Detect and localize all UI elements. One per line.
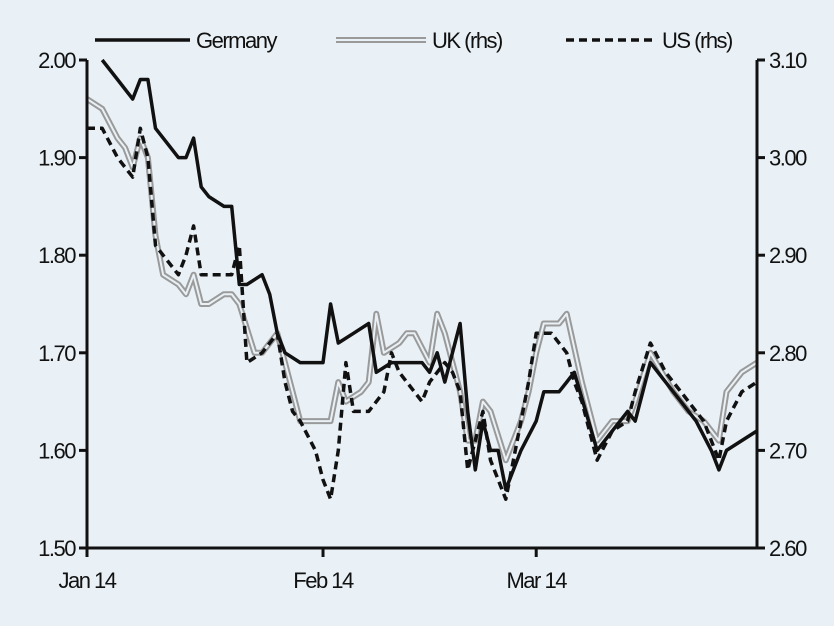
left-y-tick-label: 1.70 (38, 341, 76, 366)
right-y-tick-label: 3.10 (769, 48, 807, 73)
x-tick-label: Feb 14 (293, 568, 354, 593)
series-line-germany (100, 58, 758, 492)
legend-label-us-rhs: US (rhs) (662, 28, 732, 53)
series-line-inner-uk-rhs (86, 98, 758, 462)
x-tick-label: Mar 14 (506, 568, 567, 593)
left-y-tick-label: 1.80 (38, 243, 76, 268)
right-y-tick-label: 2.80 (769, 341, 807, 366)
legend-label-germany: Germany (196, 28, 277, 53)
right-y-tick-label: 3.00 (769, 146, 807, 171)
right-y-tick-label: 2.60 (769, 536, 807, 561)
x-tick-label: Jan 14 (58, 568, 116, 593)
legend: Germany UK (rhs) US (rhs) (95, 28, 734, 53)
series-line-us-rhs (87, 126, 758, 501)
right-y-tick-label: 2.70 (769, 438, 807, 463)
right-y-tick-label: 2.90 (769, 243, 807, 268)
series-layer (85, 58, 759, 501)
axes: 1.50 1.60 1.70 1.80 1.90 2.00 2.60 2.70 2.80 2.90… (38, 48, 808, 593)
left-y-tick-label: 2.00 (38, 48, 76, 73)
left-y-tick-label: 1.60 (38, 438, 76, 463)
legend-label-uk-rhs: UK (rhs) (432, 28, 502, 53)
left-y-tick-label: 1.50 (38, 536, 76, 561)
left-y-tick-label: 1.90 (38, 146, 76, 171)
